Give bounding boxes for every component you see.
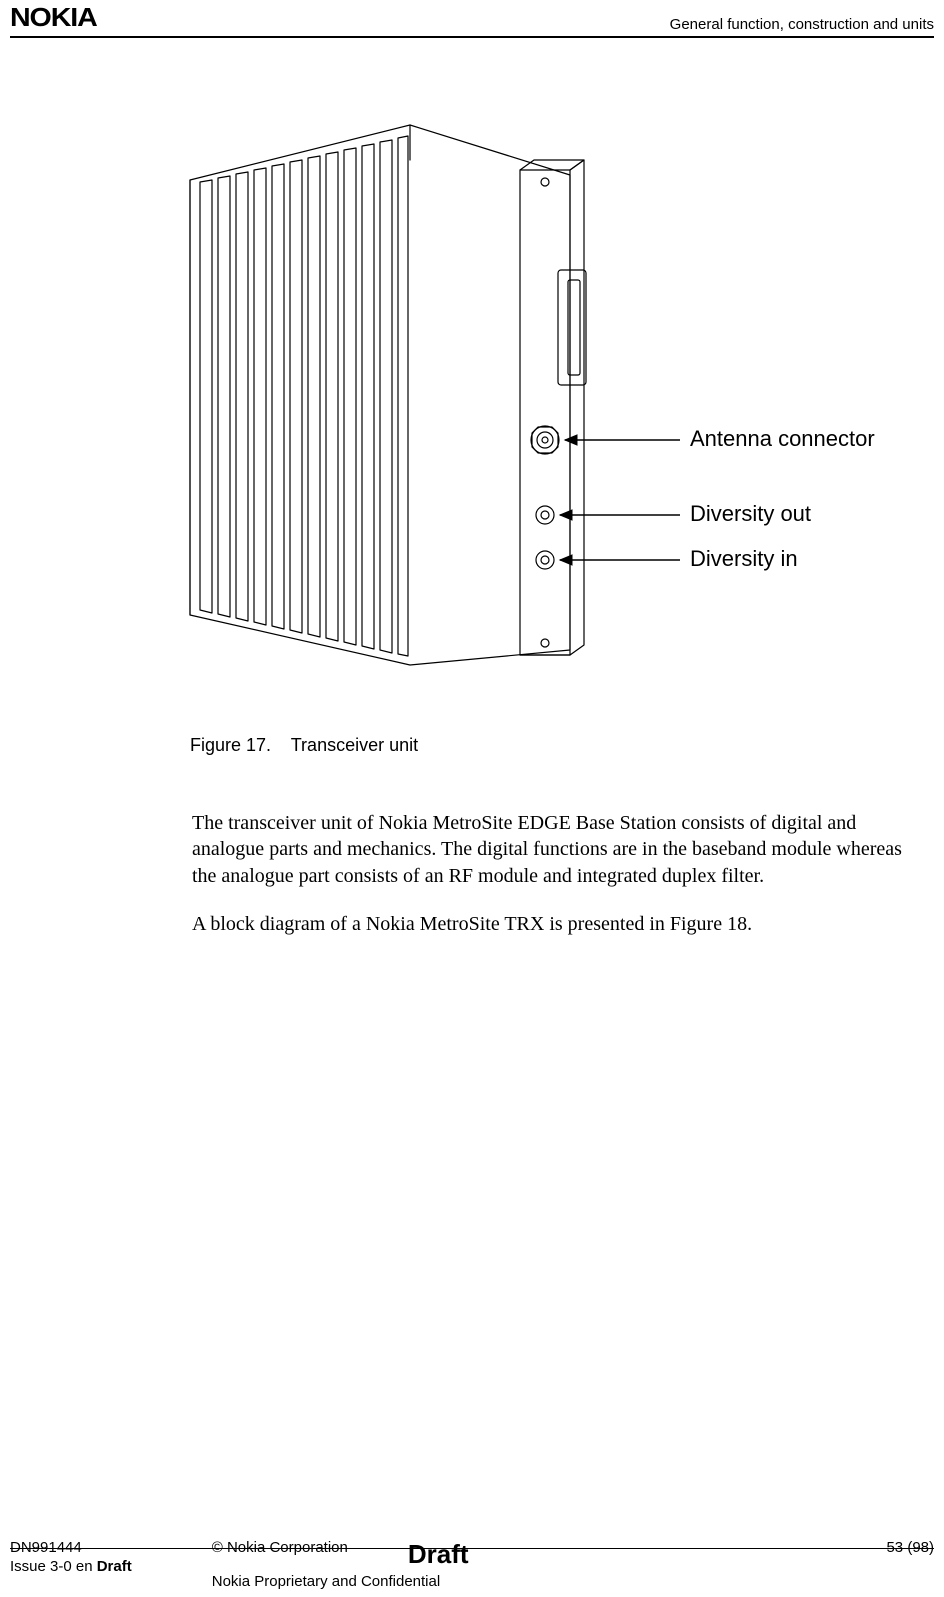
section-title: General function, construction and units [670, 16, 934, 33]
page-footer: DN991444 Issue 3-0 en Draft © Nokia Corp… [10, 1538, 934, 1591]
issue-prefix: Issue 3-0 en [10, 1558, 97, 1575]
paragraph-2: A block diagram of a Nokia MetroSite TRX… [192, 911, 912, 937]
copyright: © Nokia Corporation [212, 1538, 348, 1558]
confidential: Nokia Proprietary and Confidential [212, 1572, 887, 1592]
nokia-logo: NOKIA [10, 2, 97, 33]
transceiver-diagram: Antenna connector Diversity out Diversit… [180, 120, 880, 680]
figure-title: Transceiver unit [291, 735, 418, 755]
issue-line: Issue 3-0 en Draft [10, 1557, 132, 1577]
label-diversity-out: Diversity out [690, 501, 811, 526]
issue-draft: Draft [97, 1558, 132, 1575]
body-text: The transceiver unit of Nokia MetroSite … [192, 810, 912, 960]
page-number: 53 (98) [886, 1538, 934, 1558]
label-antenna-connector: Antenna connector [690, 426, 875, 451]
doc-id: DN991444 [10, 1538, 132, 1558]
paragraph-1: The transceiver unit of Nokia MetroSite … [192, 810, 912, 889]
label-diversity-in: Diversity in [690, 546, 798, 571]
page-header: NOKIA General function, construction and… [10, 2, 934, 35]
figure-number: Figure 17. [190, 735, 271, 755]
figure-caption: Figure 17. Transceiver unit [190, 735, 840, 756]
figure-17: Antenna connector Diversity out Diversit… [60, 120, 840, 756]
header-rule [10, 36, 934, 38]
page: NOKIA General function, construction and… [0, 0, 944, 1597]
watermark-draft: Draft [408, 1538, 469, 1572]
